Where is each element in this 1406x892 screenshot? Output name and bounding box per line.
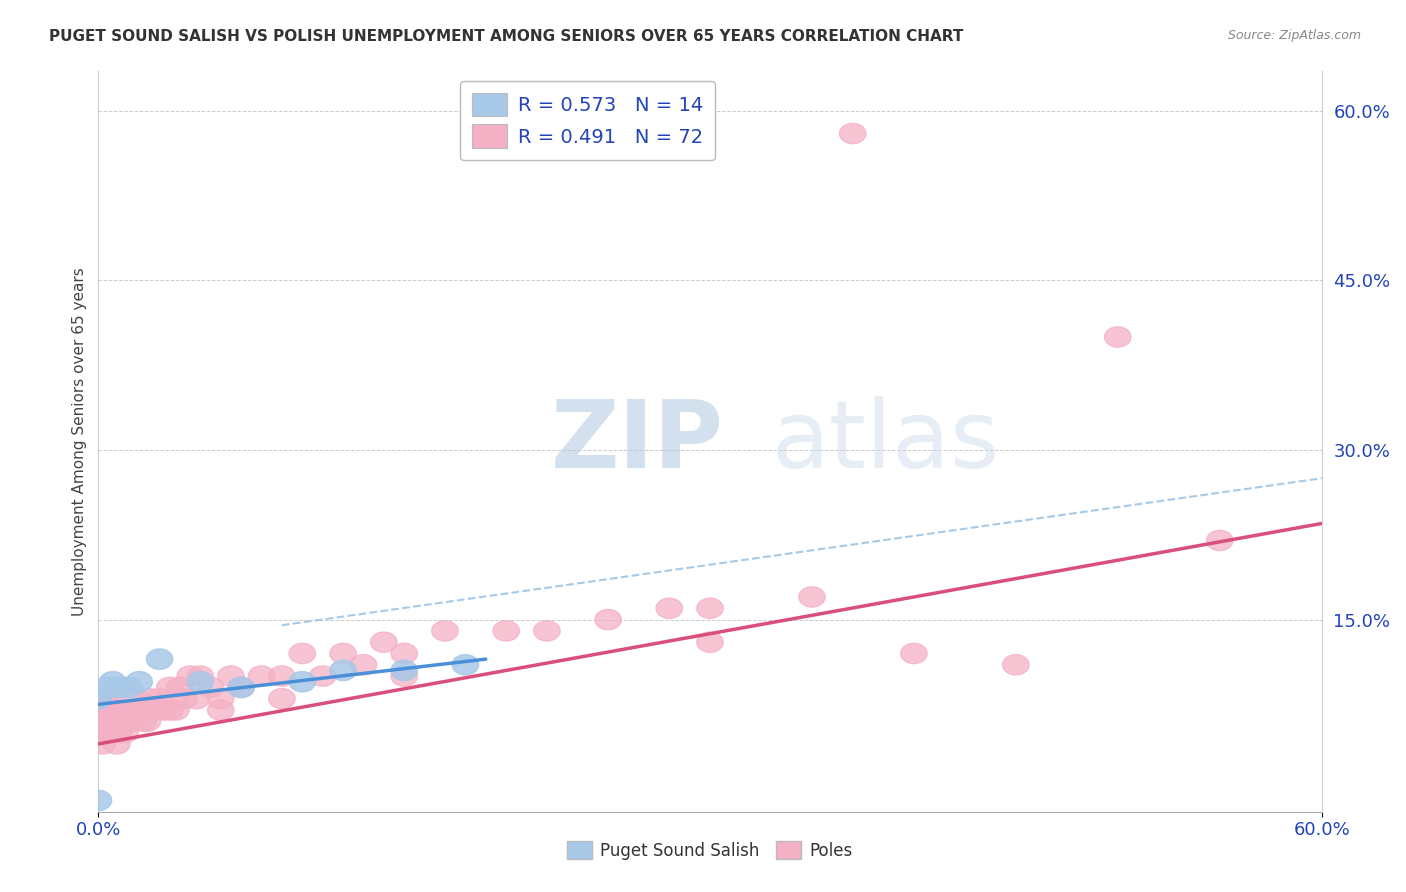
Text: Source: ZipAtlas.com: Source: ZipAtlas.com [1227,29,1361,42]
Y-axis label: Unemployment Among Seniors over 65 years: Unemployment Among Seniors over 65 years [72,268,87,615]
Legend: Puget Sound Salish, Poles: Puget Sound Salish, Poles [561,835,859,866]
Text: atlas: atlas [772,395,1000,488]
Text: ZIP: ZIP [551,395,724,488]
Text: PUGET SOUND SALISH VS POLISH UNEMPLOYMENT AMONG SENIORS OVER 65 YEARS CORRELATIO: PUGET SOUND SALISH VS POLISH UNEMPLOYMEN… [49,29,963,44]
